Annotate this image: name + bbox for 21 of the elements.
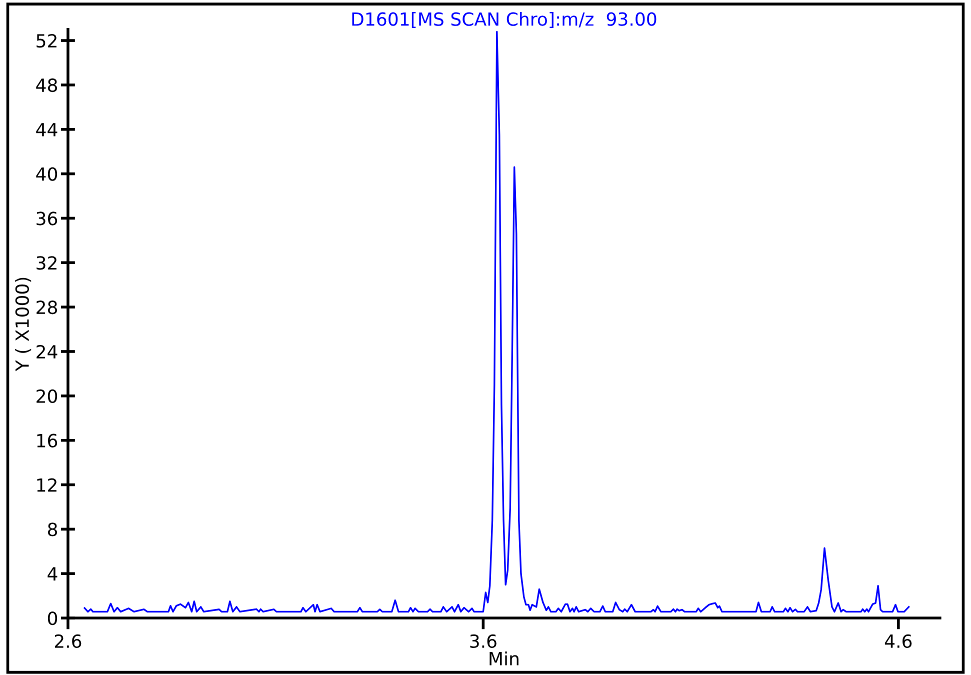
- y-tick-label: 32: [36, 256, 56, 270]
- y-tick-label: 48: [36, 78, 58, 92]
- y-tick-label: 0: [48, 611, 58, 626]
- y-tick-label: 28: [36, 300, 58, 314]
- y-tick-label: 4: [48, 567, 58, 580]
- y-tick-label: 36: [36, 212, 58, 226]
- y-tick-label: 52: [36, 34, 56, 48]
- y-tick-label: 40: [36, 167, 58, 181]
- x-axis-title: Min: [490, 651, 518, 666]
- y-tick-label: 8: [48, 522, 58, 536]
- y-tick-label: 24: [36, 344, 58, 358]
- y-axis-title: Y ( X1000): [15, 278, 32, 372]
- x-tick-label: 2.6: [54, 634, 82, 648]
- y-tick-label: 44: [36, 123, 58, 136]
- x-tick-label: 3.6: [470, 634, 496, 648]
- x-tick-label: 4.6: [884, 634, 912, 648]
- y-tick-label: 20: [36, 389, 58, 404]
- y-tick-label: 12: [37, 478, 56, 492]
- line-series: [84, 30, 910, 613]
- chart-title: D1601[MS SCAN Chro]:m/z 93.00: [352, 12, 656, 28]
- y-tick-label: 16: [37, 434, 58, 448]
